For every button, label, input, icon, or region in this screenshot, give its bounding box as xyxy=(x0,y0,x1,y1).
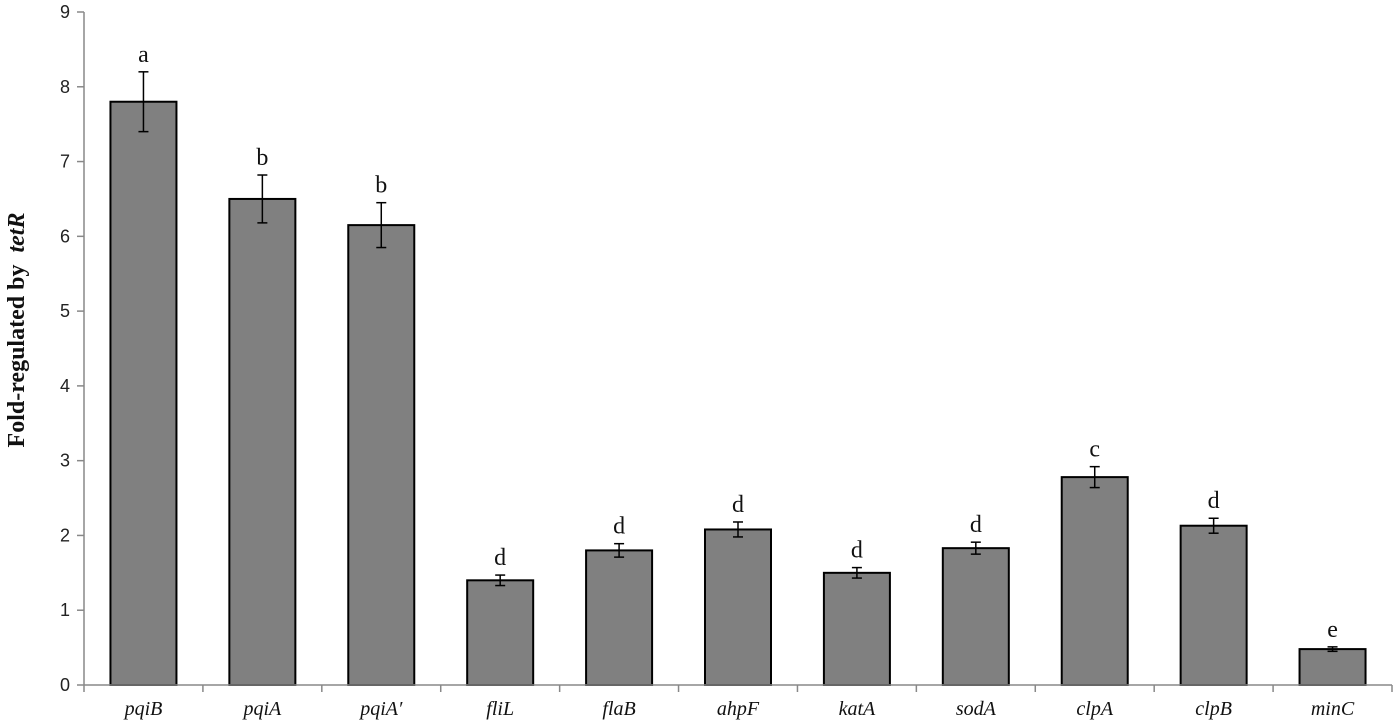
x-category-label: katA xyxy=(839,698,876,720)
significance-label: d xyxy=(1208,488,1220,514)
y-tick-label: 8 xyxy=(60,77,70,97)
x-category-label: minC xyxy=(1311,698,1355,720)
bar-4 xyxy=(585,549,654,687)
significance-label: c xyxy=(1089,437,1100,463)
bar-0 xyxy=(109,100,178,686)
bar-8 xyxy=(1060,476,1129,686)
bar-2 xyxy=(347,224,416,686)
y-axis-title-text: Fold-regulated by xyxy=(4,265,30,448)
significance-label: d xyxy=(732,492,744,518)
significance-label: d xyxy=(494,545,506,571)
y-tick-label: 7 xyxy=(60,152,70,172)
y-tick-label: 4 xyxy=(60,376,70,396)
bar-10 xyxy=(1298,648,1367,687)
x-category-label: pqiA xyxy=(241,698,282,720)
significance-label: b xyxy=(375,173,387,199)
bar-3 xyxy=(466,579,535,686)
y-tick-label: 6 xyxy=(60,226,70,246)
y-tick-label: 1 xyxy=(60,600,70,620)
bar-6 xyxy=(822,571,891,686)
x-category-label: clpA xyxy=(1076,698,1113,720)
significance-label: d xyxy=(851,538,863,564)
bar-7 xyxy=(941,547,1010,687)
bar-1 xyxy=(228,197,297,686)
x-category-label: pqiA′ xyxy=(358,698,403,720)
y-tick-label: 0 xyxy=(60,675,70,695)
x-category-label: ahpF xyxy=(717,698,760,720)
y-tick-label: 2 xyxy=(60,525,70,545)
x-category-label: sodA xyxy=(956,698,997,720)
significance-label: d xyxy=(970,512,982,538)
significance-label: e xyxy=(1327,617,1338,643)
x-category-label: clpB xyxy=(1195,698,1232,720)
significance-label: d xyxy=(613,514,625,540)
bar-5 xyxy=(704,528,772,686)
y-tick-label: 5 xyxy=(60,301,70,321)
significance-label: a xyxy=(138,42,149,68)
y-axis-title-gene: tetR xyxy=(4,213,30,253)
y-axis-title: Fold-regulated by tetR xyxy=(4,213,30,448)
x-category-label: flaB xyxy=(602,698,635,720)
x-category-label: fliL xyxy=(486,698,514,720)
significance-label: b xyxy=(256,145,268,171)
y-tick-label: 9 xyxy=(60,2,70,22)
x-category-label: pqiB xyxy=(123,698,163,720)
bar-9 xyxy=(1179,524,1248,686)
y-tick-label: 3 xyxy=(60,451,70,471)
